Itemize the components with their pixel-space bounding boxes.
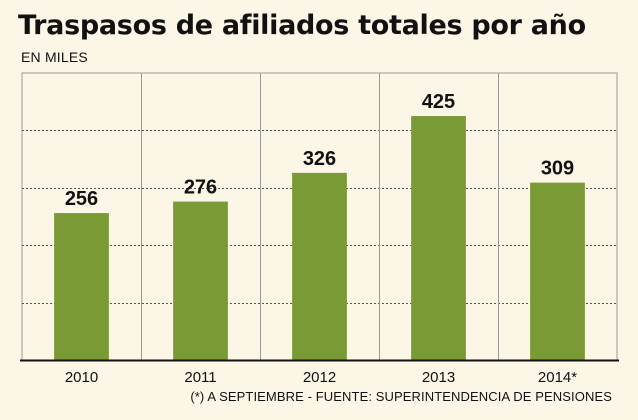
chart-subtitle: EN MILES <box>21 49 88 65</box>
chart-footnote: (*) A SEPTIEMBRE - FUENTE: SUPERINTENDEN… <box>190 389 612 404</box>
category-label: 2011 <box>184 369 216 386</box>
bar-value-label: 276 <box>184 177 217 199</box>
chart-title: Traspasos de afiliados totales por año <box>18 10 586 41</box>
category-label: 2014* <box>538 369 577 386</box>
bar-value-label: 309 <box>541 158 574 180</box>
bar <box>411 116 466 360</box>
category-label: 2013 <box>422 369 455 386</box>
chart-category-labels: 2010 2011 2012 2013 2014* <box>65 369 577 386</box>
bar <box>530 182 585 360</box>
bar <box>173 201 228 360</box>
bar <box>54 213 109 360</box>
category-label: 2010 <box>65 369 98 386</box>
bar-value-label: 256 <box>65 188 98 210</box>
bar-value-label: 326 <box>303 148 336 170</box>
bar-value-label: 425 <box>422 91 455 113</box>
chart-value-labels: 256 276 326 425 309 <box>65 91 574 210</box>
bar <box>292 172 347 360</box>
chart-bars <box>54 116 585 360</box>
category-label: 2012 <box>303 369 336 386</box>
